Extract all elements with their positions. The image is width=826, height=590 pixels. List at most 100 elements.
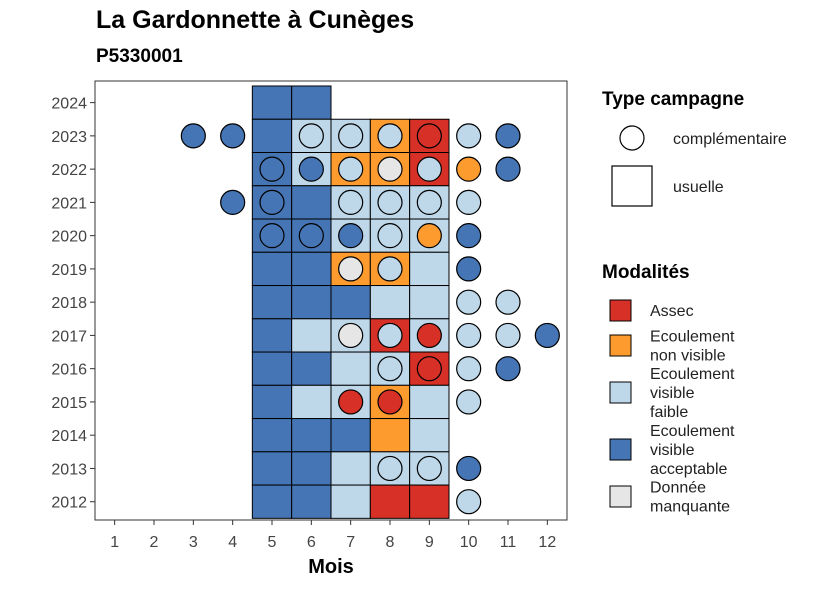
point-2022-8 [377,156,403,182]
tile-2014-7 [330,418,371,453]
y-tick-label-2013: 2013 [51,461,87,478]
point-2020-6 [298,223,324,249]
x-tick-label-1: 1 [110,534,119,551]
tile-2024-5 [251,85,293,120]
point-2023-11 [495,123,521,149]
point-2013-9 [416,455,442,482]
tile-2018-5 [251,285,293,320]
y-tick-label-2022: 2022 [51,162,87,179]
legend-label-ecoulement_visible_faible-line2: visible [650,385,695,402]
point-2017-9 [416,322,442,349]
tile-2016-5 [251,351,293,386]
point-2016-10 [456,356,482,382]
tile-2013-7 [330,451,371,486]
tile-2021-6 [291,185,332,220]
tile-2023-5 [251,118,293,154]
point-2023-10 [456,123,482,149]
point-2019-7 [338,256,364,282]
point-2016-9 [416,356,442,382]
point-2021-5 [259,189,285,215]
axes: 2012 2013 2014 2015 2016 2017 2018 2019 2020 2021… [51,80,568,551]
y-tick-label-2023: 2023 [51,129,87,146]
point-2023-3 [180,123,206,149]
point-2021-9 [416,189,442,215]
tile-2014-9 [409,418,450,453]
legend-swatch-ecoulement_visible_acceptable [609,438,632,461]
legend-label-ecoulement_visible_faible-line3: faible [650,404,688,421]
point-2020-10 [456,223,482,249]
tile-2019-9 [409,251,450,287]
point-2022-6 [298,156,324,182]
point-2018-10 [456,289,482,315]
point-2017-10 [456,322,482,349]
y-tick-label-2014: 2014 [51,428,87,445]
point-2016-11 [495,356,521,382]
tile-2014-6 [291,418,332,453]
point-2017-8 [377,322,403,349]
legend-label-assec-line1: Assec [650,303,694,320]
point-2019-8 [377,256,403,282]
tile-2012-7 [330,484,371,519]
y-tick-label-2021: 2021 [51,195,87,212]
y-tick-label-2016: 2016 [51,362,87,379]
legend-label-ecoulement_non_visible-line2: non visible [650,348,726,365]
tile-2012-5 [251,484,293,519]
point-2022-10 [456,156,482,182]
legend-label-usuelle: usuelle [673,179,724,196]
point-2015-7 [338,389,364,415]
tile-2018-8 [369,285,411,320]
point-2021-7 [338,189,364,215]
tile-2017-6 [291,318,332,353]
y-tick-label-2015: 2015 [51,395,87,412]
tile-2019-6 [291,251,332,287]
legend-label-ecoulement_visible_acceptable-line3: acceptable [650,461,727,478]
x-tick-label-7: 7 [346,534,355,551]
complementaire-points [180,123,560,515]
tile-2024-6 [291,85,332,120]
point-2023-6 [298,123,324,149]
legend-label-ecoulement_visible_acceptable-line2: visible [650,442,695,459]
tile-2017-5 [251,318,293,353]
point-2017-12 [534,322,560,349]
tile-2012-8 [369,484,411,519]
y-tick-label-2018: 2018 [51,295,87,312]
tile-2014-8 [369,418,411,453]
legend-label-ecoulement_non_visible-line1: Ecoulement [650,329,735,346]
legend-swatch-donnee_manquante [609,485,632,508]
point-2022-5 [259,156,285,182]
x-tick-label-8: 8 [386,534,395,551]
tile-2015-9 [409,384,450,420]
y-tick-label-2020: 2020 [51,229,87,246]
tile-2018-6 [291,285,332,320]
legend-swatch-ecoulement_non_visible [609,334,632,357]
point-2020-9 [416,223,442,249]
legend-key-complementaire [619,125,645,151]
x-tick-label-10: 10 [460,534,478,551]
point-2016-8 [377,356,403,382]
x-tick-label-4: 4 [228,534,237,551]
chart-title: La Gardonnette à Cunèges [96,6,415,34]
point-2015-8 [377,389,403,415]
tile-2013-5 [251,451,293,486]
legend-swatch-ecoulement_visible_faible [609,381,632,404]
point-2020-8 [377,223,403,249]
y-tick-label-2017: 2017 [51,328,87,345]
point-2022-7 [338,156,364,182]
point-2023-9 [416,123,442,149]
point-2023-8 [377,123,403,149]
x-tick-label-3: 3 [189,534,198,551]
point-2023-4 [220,123,246,149]
usuelle-tiles [251,85,450,519]
y-tick-label-2024: 2024 [51,96,87,113]
point-2019-10 [456,256,482,282]
point-2013-10 [456,455,482,482]
tile-2013-6 [291,451,332,486]
legend-label-donnee_manquante-line1: Donnée [650,480,706,497]
tile-2018-7 [330,285,371,320]
tile-2014-5 [251,418,293,453]
point-2021-10 [456,189,482,215]
point-2015-10 [456,389,482,415]
point-2018-11 [495,289,521,315]
legend: Type campagne complémentaire usuelle Modali… [602,89,787,516]
x-tick-label-6: 6 [307,534,316,551]
